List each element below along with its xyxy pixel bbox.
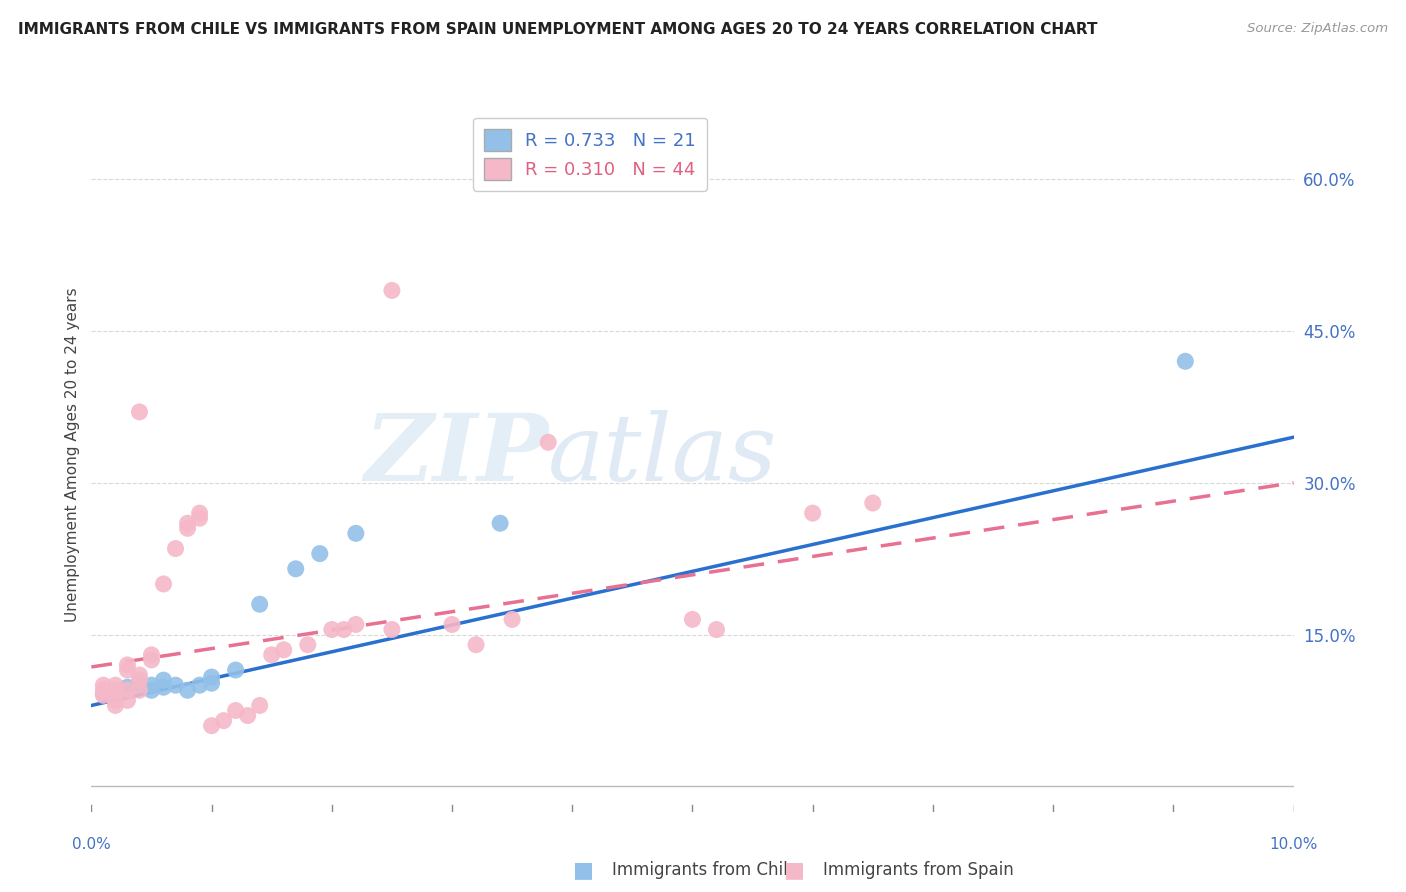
Point	[188, 511, 211, 525]
Point	[273, 642, 295, 657]
Point	[104, 678, 127, 692]
Point	[165, 678, 187, 692]
Text: Immigrants from Chile: Immigrants from Chile	[612, 861, 797, 879]
Point	[225, 663, 247, 677]
Point	[128, 676, 150, 690]
Text: ■: ■	[574, 860, 593, 880]
Point	[1174, 354, 1197, 368]
Point	[128, 668, 150, 682]
Point	[141, 653, 163, 667]
Point	[862, 496, 884, 510]
Point	[381, 284, 404, 298]
Text: 10.0%: 10.0%	[1270, 837, 1317, 852]
Text: ZIP: ZIP	[364, 410, 548, 500]
Point	[260, 648, 283, 662]
Point	[176, 516, 198, 531]
Point	[104, 698, 127, 713]
Point	[117, 693, 139, 707]
Point	[801, 506, 824, 520]
Point	[284, 562, 307, 576]
Text: 0.0%: 0.0%	[72, 837, 111, 852]
Text: IMMIGRANTS FROM CHILE VS IMMIGRANTS FROM SPAIN UNEMPLOYMENT AMONG AGES 20 TO 24 : IMMIGRANTS FROM CHILE VS IMMIGRANTS FROM…	[18, 22, 1098, 37]
Point	[212, 714, 235, 728]
Point	[465, 638, 488, 652]
Point	[681, 612, 703, 626]
Point	[706, 623, 728, 637]
Point	[188, 506, 211, 520]
Point	[176, 683, 198, 698]
Point	[297, 638, 319, 652]
Point	[440, 617, 463, 632]
Text: Source: ZipAtlas.com: Source: ZipAtlas.com	[1247, 22, 1388, 36]
Point	[249, 597, 271, 611]
Point	[117, 680, 139, 694]
Text: ■: ■	[785, 860, 804, 880]
Point	[344, 526, 367, 541]
Point	[344, 617, 367, 632]
Point	[152, 680, 174, 694]
Point	[117, 663, 139, 677]
Point	[128, 405, 150, 419]
Text: Immigrants from Spain: Immigrants from Spain	[823, 861, 1014, 879]
Point	[117, 683, 139, 698]
Point	[308, 547, 330, 561]
Point	[321, 623, 343, 637]
Point	[333, 623, 356, 637]
Point	[152, 673, 174, 687]
Point	[152, 577, 174, 591]
Text: atlas: atlas	[548, 410, 778, 500]
Point	[104, 693, 127, 707]
Y-axis label: Unemployment Among Ages 20 to 24 years: Unemployment Among Ages 20 to 24 years	[65, 287, 80, 623]
Point	[165, 541, 187, 556]
Point	[93, 689, 115, 703]
Point	[201, 719, 224, 733]
Point	[188, 678, 211, 692]
Point	[225, 704, 247, 718]
Point	[236, 708, 259, 723]
Point	[176, 521, 198, 535]
Point	[141, 648, 163, 662]
Point	[501, 612, 523, 626]
Point	[93, 686, 115, 700]
Point	[128, 673, 150, 687]
Point	[104, 683, 127, 698]
Point	[128, 683, 150, 698]
Point	[93, 683, 115, 698]
Point	[489, 516, 512, 531]
Point	[141, 683, 163, 698]
Point	[201, 676, 224, 690]
Point	[93, 678, 115, 692]
Legend: R = 0.733   N = 21, R = 0.310   N = 44: R = 0.733 N = 21, R = 0.310 N = 44	[472, 118, 707, 191]
Point	[201, 670, 224, 684]
Point	[249, 698, 271, 713]
Point	[128, 678, 150, 692]
Point	[117, 657, 139, 672]
Point	[141, 678, 163, 692]
Point	[104, 683, 127, 698]
Point	[381, 623, 404, 637]
Point	[537, 435, 560, 450]
